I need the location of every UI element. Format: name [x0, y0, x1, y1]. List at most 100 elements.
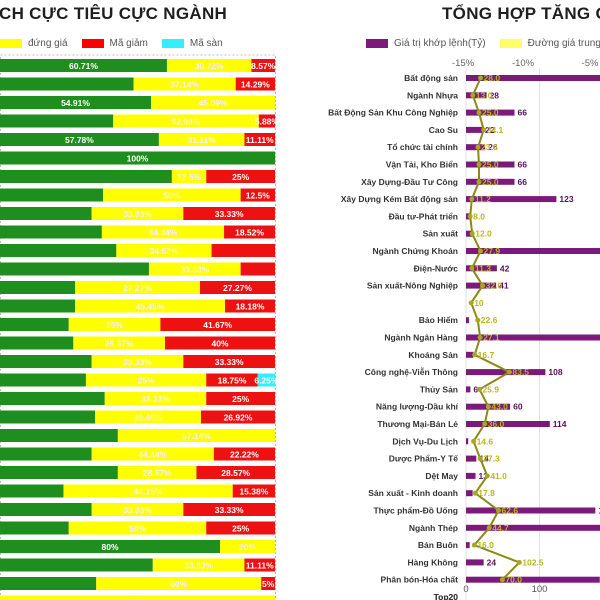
- stacked-bar-row: 57.14%: [0, 429, 276, 442]
- segment-label: 40%: [211, 339, 228, 349]
- segment-label: 11.11%: [246, 561, 274, 571]
- category-label: Đầu tư-Phát triển: [389, 211, 458, 221]
- segment-label: 44.44%: [138, 450, 167, 460]
- segment-label: 27.27%: [223, 283, 252, 293]
- bar-value-label: 60: [513, 402, 523, 412]
- segment-label: 33.33%: [215, 209, 244, 219]
- segment-label: 54.91%: [61, 98, 90, 108]
- bar-segment: [96, 577, 262, 590]
- segment-label: 33.33%: [184, 561, 213, 571]
- value-bar: [466, 109, 515, 116]
- segment-label: 33.33%: [215, 357, 244, 367]
- segment-label: 57.78%: [65, 135, 94, 145]
- line-point: [485, 404, 491, 410]
- value-bar: [466, 507, 596, 514]
- bar-segment: [240, 262, 275, 276]
- line-value-label: 28.0: [484, 73, 501, 83]
- bar-segment: [0, 447, 92, 461]
- bar-segment: [0, 484, 64, 498]
- segment-label: 27.27%: [123, 283, 152, 293]
- bar-segment: [196, 466, 275, 479]
- line-value-label: 23.0: [481, 142, 498, 152]
- x-top-tick-label: -10%: [512, 58, 535, 69]
- stacked-bar-row: 60.71% 30.72% 8.57%: [0, 59, 276, 72]
- bar-segment: [0, 188, 104, 202]
- legend-label-decrease: Mã giảm: [109, 38, 148, 49]
- bar-segment: [85, 373, 207, 387]
- line-value-label: 27.9: [484, 246, 501, 256]
- segment-label: 20%: [239, 542, 256, 552]
- bar-segment: [206, 373, 258, 387]
- bar-segment: [213, 447, 275, 461]
- line-value-label: 17.8: [478, 488, 495, 498]
- bar-segment: [240, 188, 275, 202]
- value-bar: [466, 421, 550, 427]
- value-bar: [466, 161, 515, 168]
- category-label: Ngành Thép: [409, 523, 458, 533]
- line-value-label: 13.0: [476, 90, 493, 100]
- segment-label: 15.38%: [239, 487, 268, 497]
- bar-segment: [117, 429, 276, 442]
- line-value-label: 32.0: [486, 281, 503, 291]
- stacked-bar-row: 44.44% 18.52%: [0, 225, 275, 239]
- value-bar: [466, 178, 515, 185]
- category-label: Thực phẩm-Đồ Uống: [373, 506, 458, 516]
- bar-segment: [158, 133, 245, 146]
- x-bottom-tick-label: 100: [532, 584, 548, 595]
- legend-item-unchanged[interactable]: đứng giá: [0, 38, 68, 49]
- legend-swatch-cyan: [161, 39, 184, 48]
- legend-item-floor[interactable]: Mã sàn: [161, 38, 223, 49]
- segment-label: 26.67%: [105, 339, 134, 349]
- stacked-bar-row: 100%: [0, 595, 275, 600]
- segment-label: 30.72%: [195, 61, 224, 71]
- bar-segment: [91, 355, 184, 368]
- legend-item-match-value[interactable]: Giá trị khớp lệnh(Tỷ): [366, 38, 486, 49]
- line-point: [480, 283, 486, 289]
- bar-segment: [0, 96, 152, 109]
- category-label: Sản xuất - Kinh doanh: [368, 488, 458, 498]
- segment-label: 80%: [101, 542, 118, 552]
- segment-label: 18.75%: [218, 376, 247, 386]
- segment-label: 45.09%: [199, 98, 228, 108]
- bar-value-label: 28: [490, 90, 500, 100]
- segment-label: 31.11%: [187, 135, 216, 145]
- legend-item-decrease[interactable]: Mã giảm: [81, 38, 148, 49]
- stacked-bar-row: 12.5% 25%: [0, 170, 275, 183]
- bar-value-label: 123: [559, 194, 573, 204]
- legend-item-avg-price[interactable]: Đường giá trung b: [499, 38, 600, 49]
- line-value-label: 11.3: [475, 263, 491, 273]
- bar-segment: [0, 373, 86, 387]
- value-bar: [466, 248, 600, 254]
- segment-label: 33.33%: [215, 505, 244, 515]
- stacked-bar-row: 37.14% 14.29%: [0, 77, 275, 91]
- line-point: [470, 92, 476, 98]
- legend-swatch-yellow: [0, 39, 22, 48]
- bar-value-label: 176: [598, 506, 600, 516]
- category-label: Bảo Hiểm: [419, 315, 459, 325]
- bar-segment: [68, 521, 207, 535]
- category-label: Công nghệ-Viễn Thông: [365, 367, 458, 377]
- bar-value-label: 6: [473, 384, 478, 394]
- line-value-label: 14.6: [477, 436, 494, 446]
- segment-label: 5.88%: [255, 117, 280, 127]
- segment-label: 28.57%: [143, 468, 172, 478]
- right-legend: Giá trị khớp lệnh(Tỷ) Đường giá trung b: [366, 38, 600, 49]
- category-label: Năng lượng-Dầu khí: [376, 402, 459, 412]
- bar-segment: [91, 447, 214, 461]
- bar-segment: [183, 207, 275, 220]
- value-bar: [466, 92, 487, 99]
- segment-label: 50%: [163, 191, 180, 201]
- bar-segment: [0, 336, 74, 350]
- left-legend: đứng giá Mã giảm Mã sàn: [0, 38, 237, 49]
- bar-segment: [117, 466, 197, 479]
- segment-label: 50%: [129, 524, 146, 534]
- line-point: [478, 75, 484, 81]
- line-point: [476, 386, 482, 392]
- line-value-label: 25.9: [482, 384, 499, 394]
- stacked-bar-row: 38.46% 26.92%: [0, 410, 275, 424]
- bar-segment: [0, 133, 159, 146]
- segment-label: 12.5%: [177, 172, 202, 182]
- value-bar: [466, 351, 474, 358]
- line-value-label: 41.0: [490, 471, 507, 481]
- category-label: Cao Su: [429, 125, 458, 135]
